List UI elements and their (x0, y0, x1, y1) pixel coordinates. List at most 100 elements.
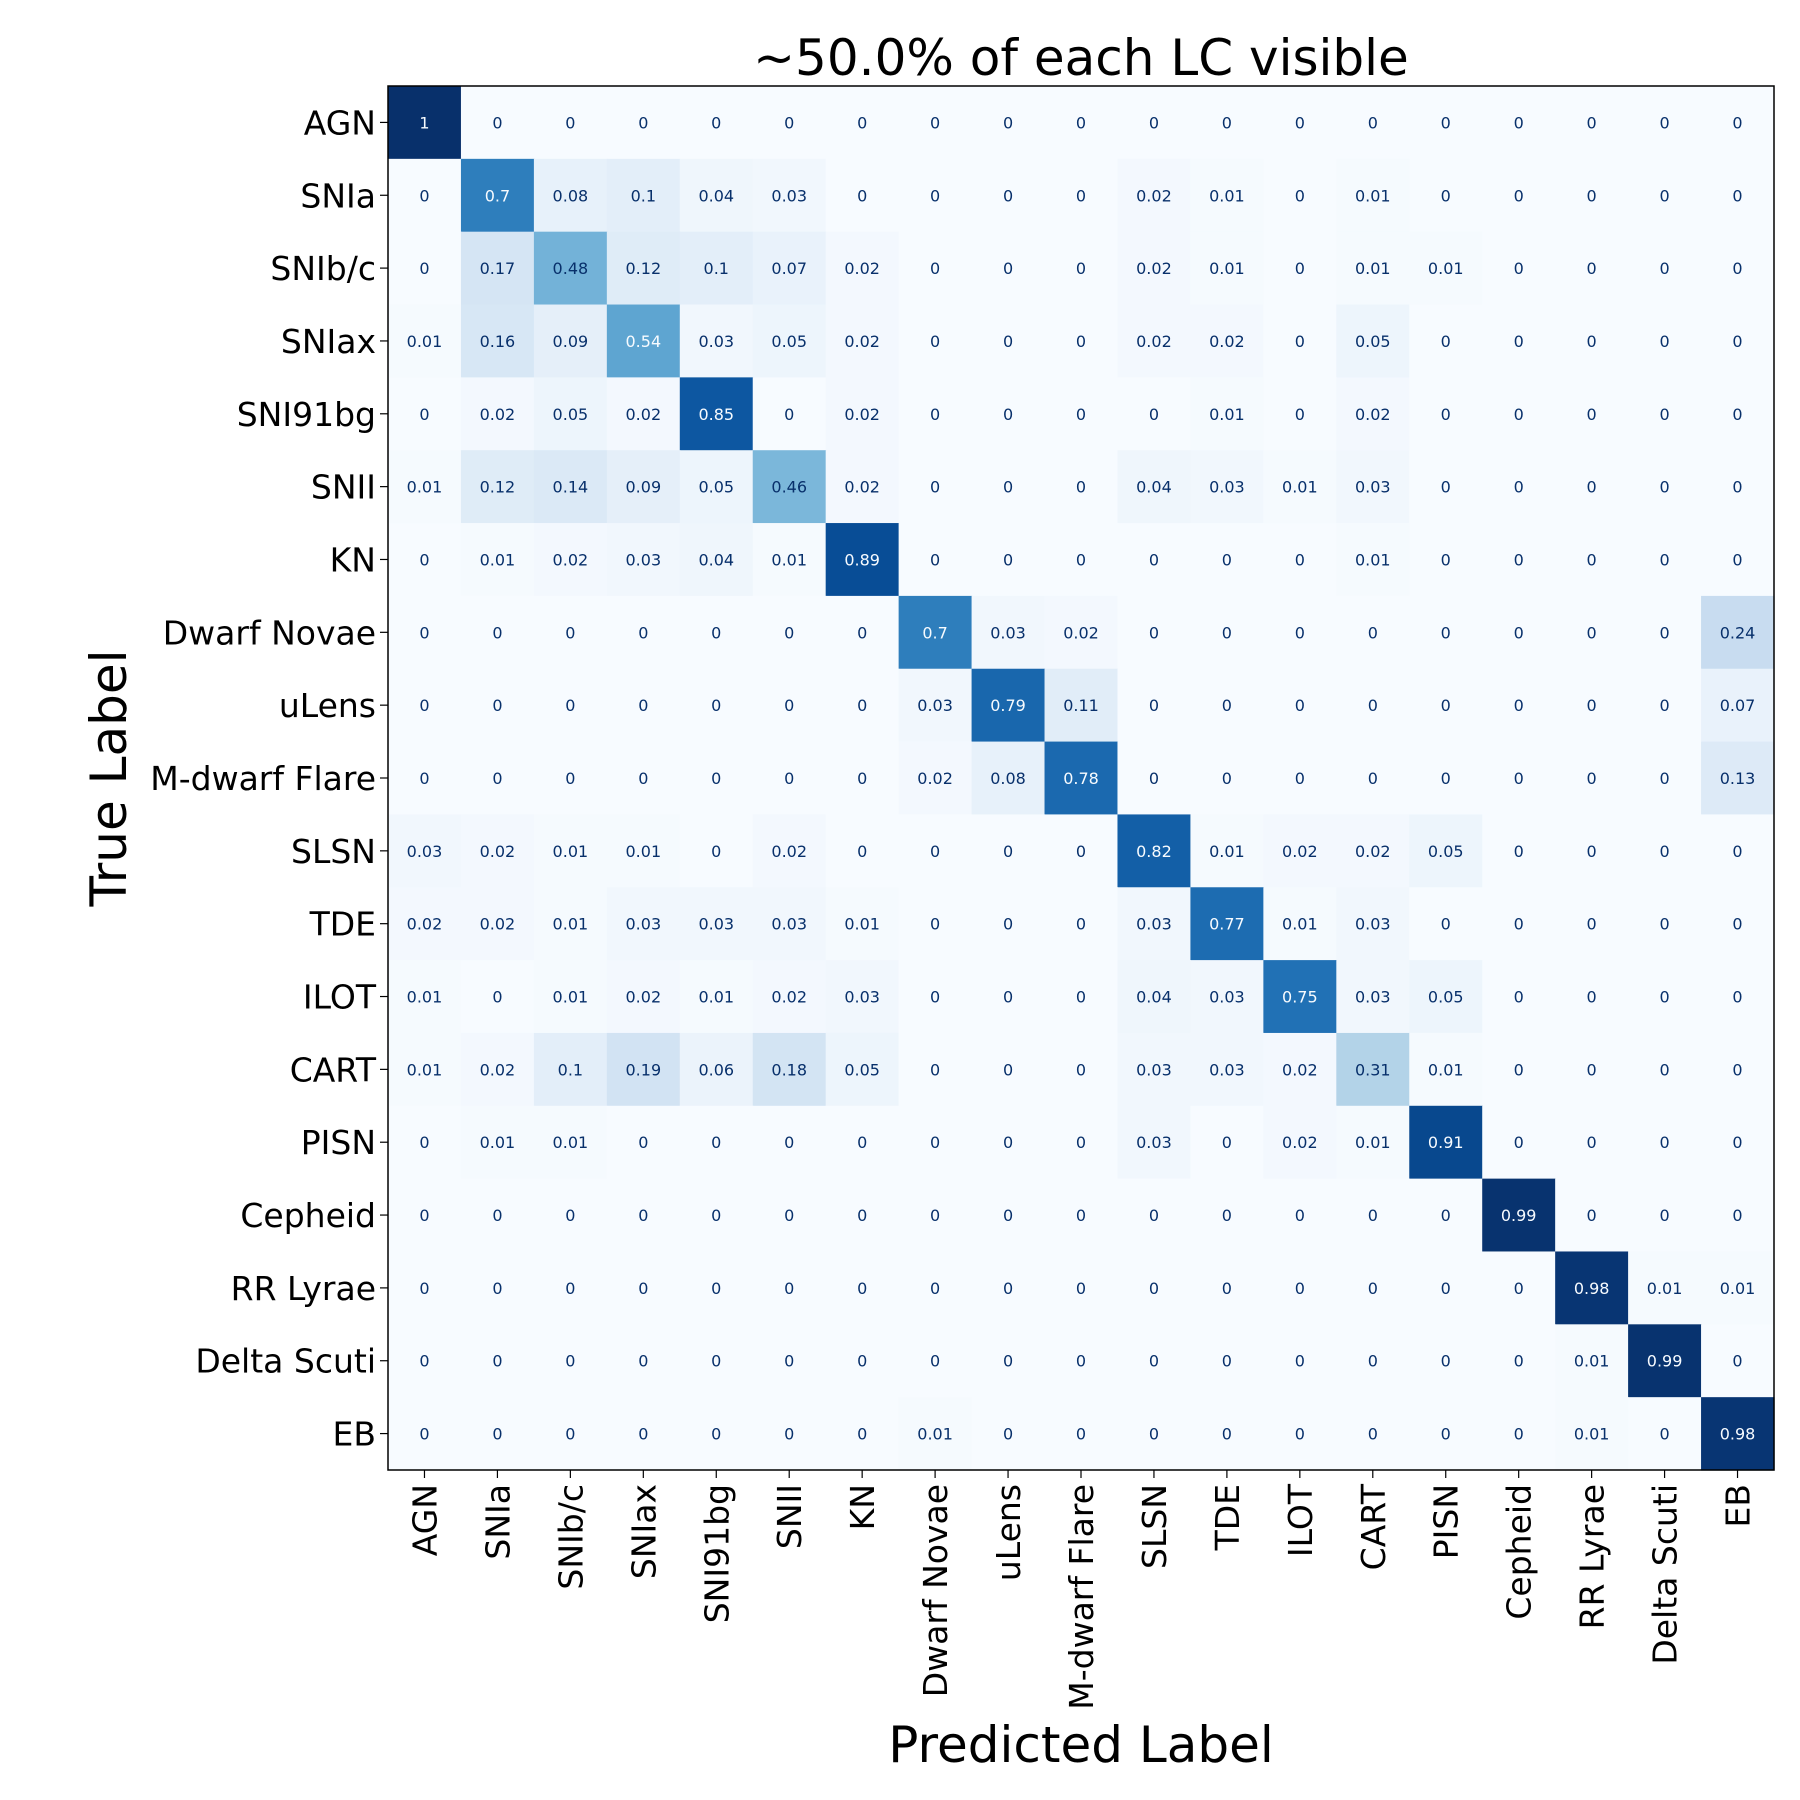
heatmap-cell (1409, 1178, 1483, 1253)
y-tick-label: SNIax (281, 322, 376, 361)
heatmap-cell (1044, 1324, 1119, 1398)
heatmap-cell (1263, 887, 1337, 961)
heatmap-cell (533, 960, 608, 1034)
heatmap-cell (460, 887, 535, 961)
heatmap-cell (606, 377, 681, 451)
cell-value-label: 0.12 (480, 478, 516, 497)
heatmap-cell (1701, 377, 1775, 451)
cell-value-label: 0.01 (1574, 1425, 1610, 1444)
cell-value-label: 0.04 (698, 550, 734, 569)
cell-value-label: 0 (857, 696, 867, 715)
cell-value-label: 0.01 (480, 550, 516, 569)
heatmap-cell (898, 304, 973, 378)
y-tick-label: SNI91bg (237, 395, 376, 434)
x-tick-label: PISN (1427, 1484, 1466, 1559)
x-tick-label: AGN (405, 1484, 444, 1556)
heatmap-cell (1336, 668, 1410, 743)
heatmap-cell (1117, 158, 1192, 233)
y-tick-label: M-dwarf Flare (150, 759, 376, 798)
heatmap-cell (388, 86, 462, 160)
heatmap-cell (1336, 1324, 1410, 1398)
cell-value-label: 0 (1659, 842, 1669, 861)
cell-value-label: 0 (1659, 769, 1669, 788)
cell-value-label: 0 (857, 842, 867, 861)
cell-value-label: 0 (784, 696, 794, 715)
cell-value-label: 0 (1514, 769, 1524, 788)
cell-value-label: 0.46 (771, 478, 807, 497)
heatmap-cell (752, 158, 827, 233)
heatmap-cell (1555, 595, 1629, 670)
cell-value-label: 0 (1441, 332, 1451, 351)
cell-value-label: 0 (1587, 113, 1597, 132)
heatmap-cell (533, 887, 608, 961)
cell-value-label: 0.04 (1136, 988, 1172, 1007)
cell-value-label: 0.12 (626, 259, 662, 278)
heatmap-cell (1628, 523, 1702, 597)
cell-value-label: 0.01 (1355, 259, 1391, 278)
heatmap-cell (1190, 1397, 1264, 1471)
heatmap-cell (1117, 668, 1192, 743)
cell-value-label: 0 (1659, 1060, 1669, 1079)
cell-value-label: 0 (1587, 1133, 1597, 1152)
heatmap-cell (1628, 887, 1702, 961)
heatmap-cell (679, 1032, 754, 1107)
y-tick-label: AGN (304, 103, 376, 142)
heatmap-cell (1044, 668, 1119, 743)
heatmap-cell (752, 377, 827, 451)
heatmap-cell (1555, 450, 1629, 524)
cell-value-label: 0.01 (1282, 478, 1318, 497)
cell-value-label: 0.01 (553, 1133, 589, 1152)
heatmap-cell (1555, 1397, 1629, 1471)
heatmap-cell (606, 450, 681, 524)
cell-value-label: 0 (857, 1425, 867, 1444)
heatmap-cell (1263, 595, 1337, 670)
cell-value-label: 0.05 (1428, 842, 1464, 861)
cell-value-label: 0 (1659, 186, 1669, 205)
heatmap-cell (752, 304, 827, 378)
heatmap-cell (898, 741, 973, 816)
cell-value-label: 0.98 (1574, 1279, 1610, 1298)
cell-value-label: 0 (419, 259, 429, 278)
heatmap-cell (1336, 450, 1410, 524)
cell-value-label: 0 (419, 186, 429, 205)
cell-value-label: 0.06 (698, 1060, 734, 1079)
cell-value-label: 0 (565, 769, 575, 788)
heatmap-cell (752, 668, 827, 743)
cell-value-label: 0.01 (407, 332, 443, 351)
heatmap-cell (1336, 86, 1410, 160)
cell-value-label: 0 (1659, 259, 1669, 278)
heatmap-cell (533, 1251, 608, 1325)
heatmap-cell (1263, 450, 1337, 524)
heatmap-cell (679, 158, 754, 233)
heatmap-cell (1190, 1251, 1264, 1325)
heatmap-cell (1701, 1324, 1775, 1398)
heatmap-cell (1409, 158, 1483, 233)
heatmap-cell (388, 1251, 462, 1325)
heatmap-cell (1117, 741, 1192, 816)
cell-value-label: 0.02 (626, 988, 662, 1007)
heatmap-cell (1336, 1251, 1410, 1325)
heatmap-cell (1555, 86, 1629, 160)
heatmap-cell (679, 741, 754, 816)
heatmap-cell (1555, 1178, 1629, 1253)
cell-value-label: 0 (857, 113, 867, 132)
cell-value-label: 0.02 (844, 478, 880, 497)
cell-value-label: 0 (1149, 405, 1159, 424)
heatmap-cell (1482, 1397, 1556, 1471)
heatmap-cell (1701, 231, 1775, 306)
y-tick-label: ILOT (303, 978, 377, 1017)
cell-value-label: 0.01 (1720, 1279, 1756, 1298)
y-tick-label: KN (330, 540, 376, 579)
heatmap-cell (388, 1105, 462, 1180)
heatmap-cell (679, 1324, 754, 1398)
heatmap-cell (825, 1397, 900, 1471)
cell-value-label: 0 (1295, 623, 1305, 642)
heatmap-cell (606, 960, 681, 1034)
heatmap-cell (388, 1397, 462, 1471)
heatmap-cell (1482, 1032, 1556, 1107)
cell-value-label: 0.02 (844, 405, 880, 424)
heatmap-cell (825, 1251, 900, 1325)
cell-value-label: 0 (711, 1279, 721, 1298)
heatmap-cell (1701, 814, 1775, 888)
heatmap-cell (1044, 1397, 1119, 1471)
